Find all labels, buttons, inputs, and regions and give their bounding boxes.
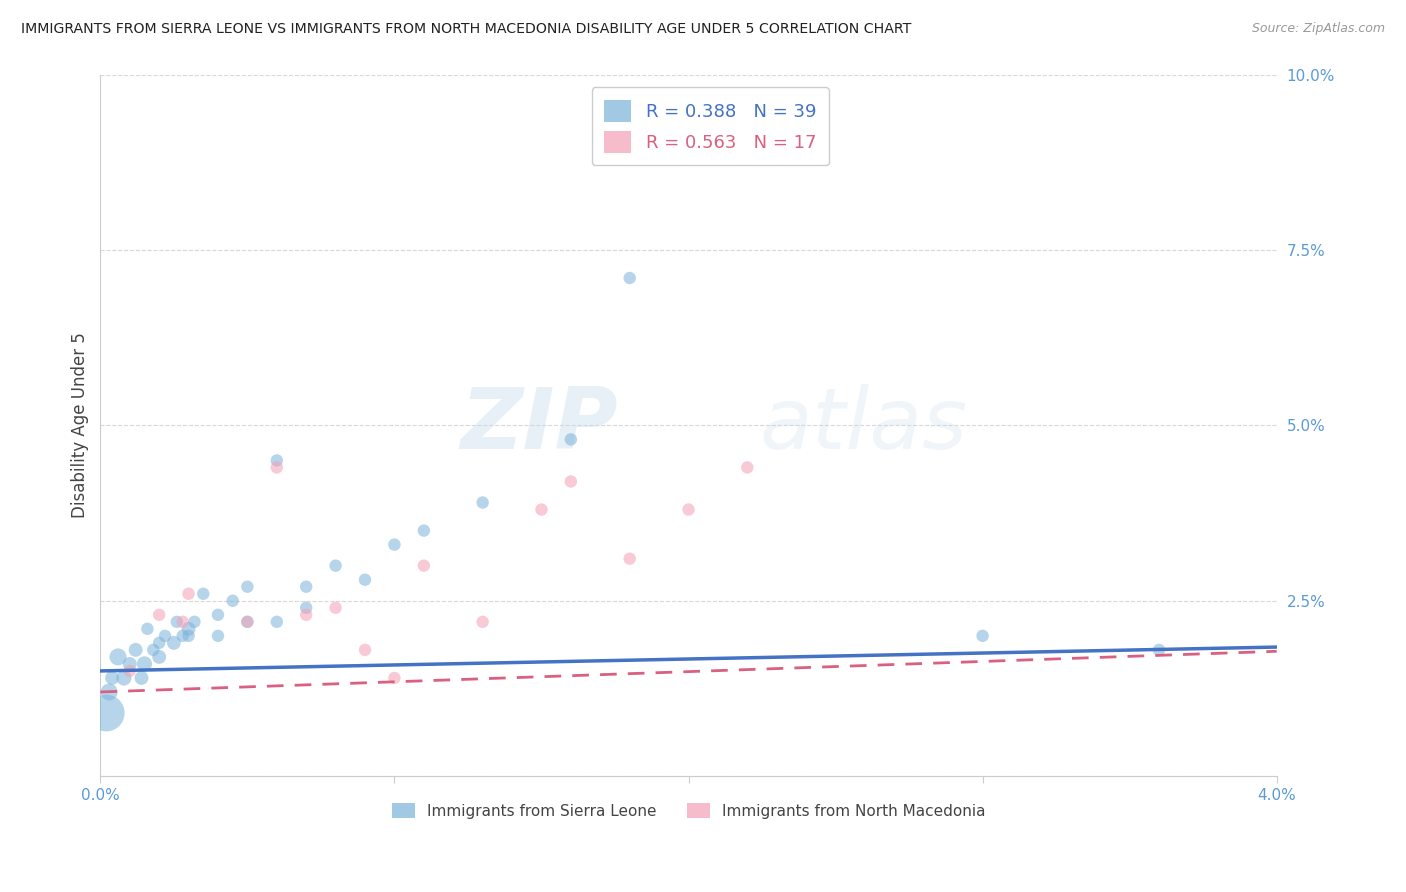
Point — [207, 607, 229, 622]
Point — [177, 622, 200, 636]
Point — [177, 587, 200, 601]
Point — [153, 629, 176, 643]
Point — [619, 551, 641, 566]
Point — [107, 649, 129, 664]
Point — [295, 600, 318, 615]
Point — [131, 671, 153, 685]
Point — [412, 524, 434, 538]
Text: atlas: atlas — [759, 384, 967, 467]
Point — [177, 629, 200, 643]
Point — [148, 649, 170, 664]
Point — [678, 502, 700, 516]
Point — [118, 664, 141, 678]
Point — [560, 475, 582, 489]
Point — [972, 629, 994, 643]
Point — [221, 593, 243, 607]
Legend: Immigrants from Sierra Leone, Immigrants from North Macedonia: Immigrants from Sierra Leone, Immigrants… — [385, 797, 991, 825]
Point — [325, 600, 347, 615]
Point — [207, 629, 229, 643]
Point — [236, 615, 259, 629]
Point — [98, 685, 121, 699]
Point — [325, 558, 347, 573]
Point — [471, 495, 494, 509]
Point — [136, 622, 159, 636]
Point — [619, 271, 641, 285]
Point — [163, 636, 186, 650]
Point — [124, 643, 146, 657]
Point — [172, 629, 194, 643]
Point — [236, 580, 259, 594]
Point — [354, 643, 377, 657]
Point — [193, 587, 215, 601]
Point — [118, 657, 141, 671]
Y-axis label: Disability Age Under 5: Disability Age Under 5 — [72, 333, 89, 518]
Point — [266, 615, 288, 629]
Point — [134, 657, 156, 671]
Point — [384, 538, 406, 552]
Point — [183, 615, 205, 629]
Point — [148, 636, 170, 650]
Point — [96, 706, 118, 720]
Point — [266, 453, 288, 467]
Point — [737, 460, 759, 475]
Point — [112, 671, 135, 685]
Point — [384, 671, 406, 685]
Point — [266, 460, 288, 475]
Point — [530, 502, 553, 516]
Point — [142, 643, 165, 657]
Point — [1147, 643, 1170, 657]
Point — [172, 615, 194, 629]
Point — [236, 615, 259, 629]
Text: ZIP: ZIP — [460, 384, 617, 467]
Point — [295, 580, 318, 594]
Point — [101, 671, 124, 685]
Text: Source: ZipAtlas.com: Source: ZipAtlas.com — [1251, 22, 1385, 36]
Point — [560, 433, 582, 447]
Point — [412, 558, 434, 573]
Point — [295, 607, 318, 622]
Point — [166, 615, 188, 629]
Text: IMMIGRANTS FROM SIERRA LEONE VS IMMIGRANTS FROM NORTH MACEDONIA DISABILITY AGE U: IMMIGRANTS FROM SIERRA LEONE VS IMMIGRAN… — [21, 22, 911, 37]
Point — [148, 607, 170, 622]
Point — [471, 615, 494, 629]
Point — [354, 573, 377, 587]
